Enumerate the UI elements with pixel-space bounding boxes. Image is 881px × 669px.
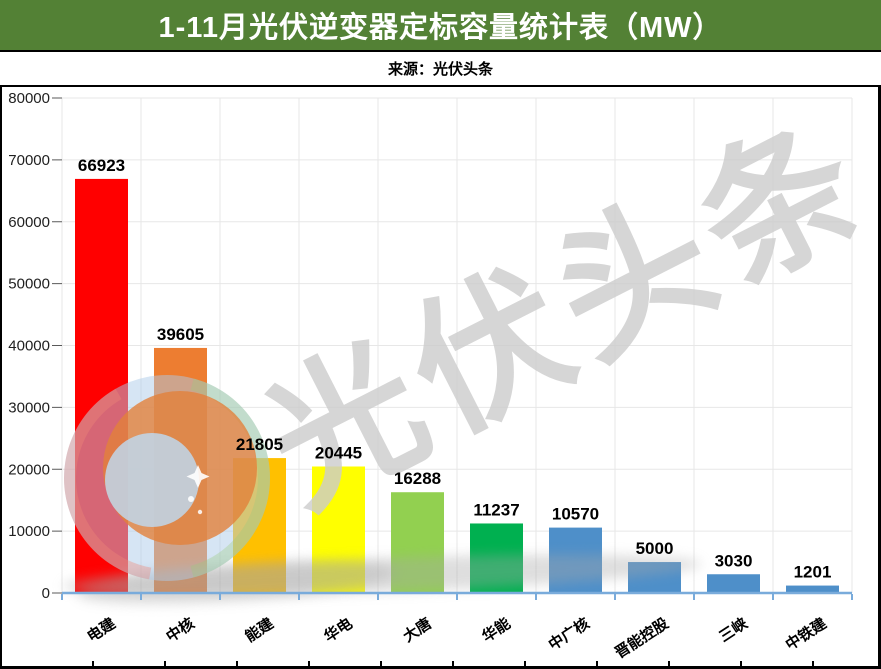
bar-chart-svg: 0 10000 20000 30000 40000 50000 60000 70000 8000…: [8, 90, 878, 666]
logo-arc-green: [64, 375, 270, 581]
bottom-border-tick: [740, 661, 742, 666]
bottom-border-tick: [812, 661, 814, 666]
category-label: 华电: [321, 614, 356, 645]
page-title: 1-11月光伏逆变器定标容量统计表（MW）: [0, 0, 881, 52]
bottom-border-tick: [596, 661, 598, 666]
category-labels: 电建 中核 能建 华电 大唐 华能 中广核 晋能控股 三峡 中铁建: [84, 614, 831, 662]
y-axis-tick-label: 60000: [8, 214, 50, 231]
category-label: 大唐: [400, 614, 435, 645]
logo-arc-red: [64, 375, 271, 581]
bottom-border-ticks: [92, 661, 814, 666]
category-label: 电建: [84, 614, 120, 646]
logo-sparkle-dot: [188, 496, 194, 502]
bar-value-label: 10570: [552, 505, 599, 524]
category-label: 晋能控股: [612, 614, 673, 662]
bar-value-label: 5000: [636, 539, 674, 558]
bottom-border-tick: [524, 661, 526, 666]
category-label: 华能: [479, 614, 514, 645]
chart-area: 0 10000 20000 30000 40000 50000 60000 70000 8000…: [0, 87, 881, 669]
bar: [786, 585, 839, 593]
category-label: 三峡: [716, 614, 752, 646]
y-axis-tick-label: 80000: [8, 90, 50, 107]
category-label: 中铁建: [782, 614, 830, 654]
logo-sparkle-star: [186, 465, 210, 488]
logo-sparkle-dot: [197, 509, 203, 515]
watermark-logo: [64, 375, 271, 581]
bottom-border-tick: [668, 661, 670, 666]
bar-value-label: 20445: [315, 443, 362, 462]
value-labels: 66923 39605 21805 20445 16288 11237 10570 5000 3…: [78, 156, 832, 582]
y-axis-tick-label: 0: [42, 585, 50, 602]
bar: [707, 574, 760, 593]
bottom-border-tick: [92, 661, 94, 666]
bar-value-label: 11237: [473, 500, 519, 519]
bar-value-label: 39605: [157, 325, 204, 344]
y-axis-tick-label: 30000: [8, 399, 50, 416]
gridlines: [61, 97, 853, 594]
y-axis-tick-label: 20000: [8, 461, 50, 478]
y-axis-tick-label: 40000: [8, 338, 50, 355]
y-axis-tick-label: 50000: [8, 276, 50, 293]
category-label: 中广核: [545, 614, 593, 654]
bottom-border-tick: [380, 661, 382, 666]
y-axis: 0 10000 20000 30000 40000 50000 60000 70000 8000…: [8, 90, 62, 602]
bar-value-label: 21805: [236, 435, 283, 454]
bar-value-label: 3030: [715, 551, 753, 570]
x-axis: [61, 591, 853, 600]
bottom-border-tick: [308, 661, 310, 666]
logo-crescent-inner: [105, 433, 199, 527]
source-label: 来源：光伏头条: [0, 52, 881, 87]
category-label: 中核: [163, 614, 198, 645]
bar-value-label: 16288: [394, 469, 441, 488]
y-axis-tick-label: 10000: [8, 523, 50, 540]
bottom-border-tick: [164, 661, 166, 666]
y-axis-tick-label: 70000: [8, 152, 50, 169]
bar-value-label: 1201: [794, 563, 832, 582]
category-label: 能建: [242, 614, 278, 646]
bottom-border-tick: [452, 661, 454, 666]
bottom-border-tick: [236, 661, 238, 666]
bar-value-label: 66923: [78, 156, 125, 175]
